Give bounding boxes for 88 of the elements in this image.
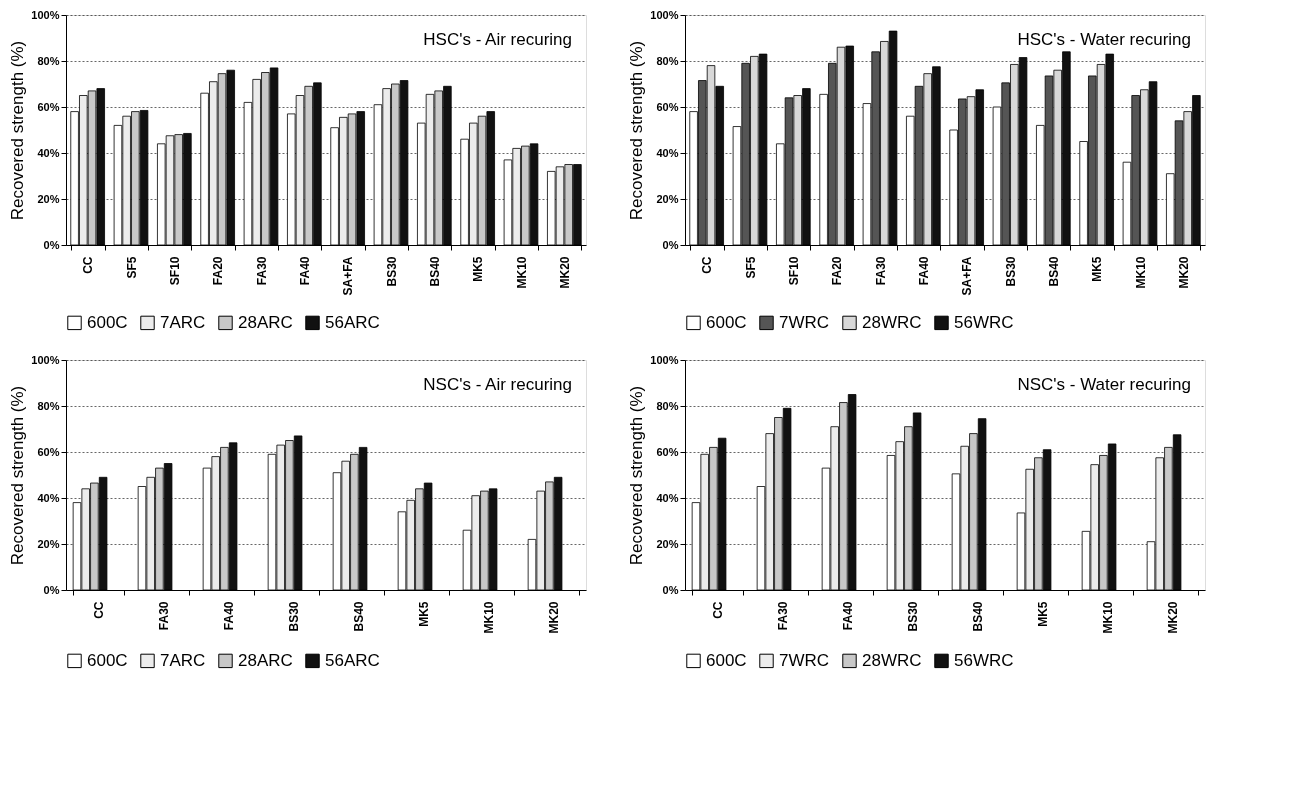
y-axis-title: Recovered strength (%) bbox=[8, 40, 28, 221]
x-tick-label: MK20 bbox=[557, 256, 572, 289]
x-tick-label: CC bbox=[81, 256, 96, 274]
y-tick-label: 80% bbox=[37, 54, 60, 67]
text: HSC's - Water recuring bbox=[1017, 30, 1191, 49]
x-tick-label: MK10 bbox=[1133, 256, 1148, 289]
x-tick-label: MK20 bbox=[1176, 256, 1191, 289]
x-tick-label: CC bbox=[711, 601, 725, 619]
y-tick-label: 0% bbox=[43, 238, 60, 251]
legend-label: 7WRC bbox=[779, 650, 830, 670]
legend-label: 600C bbox=[706, 312, 747, 332]
y-axis-title: Recovered strength (%) bbox=[8, 385, 28, 566]
legend-label: 56ARC bbox=[325, 312, 380, 332]
x-tick-label: CC bbox=[700, 256, 715, 274]
y-axis-title: Recovered strength (%) bbox=[627, 40, 647, 221]
x-tick-label: SF5 bbox=[124, 256, 139, 279]
y-tick-label: 100% bbox=[650, 353, 679, 366]
x-tick-label: BS40 bbox=[971, 601, 985, 632]
y-tick-label: 0% bbox=[662, 238, 679, 251]
x-tick-label: FA30 bbox=[873, 256, 888, 286]
x-tick-label: MK10 bbox=[482, 601, 496, 634]
y-tick-label: 40% bbox=[656, 146, 679, 159]
text: HSC's - Air recuring bbox=[423, 30, 572, 49]
x-tick-label: FA40 bbox=[841, 601, 855, 631]
legend-label: 28ARC bbox=[238, 312, 293, 332]
x-tick-label: MK5 bbox=[1090, 256, 1105, 282]
x-tick-label: MK5 bbox=[1036, 601, 1050, 627]
y-tick-label: 20% bbox=[37, 537, 60, 550]
y-tick-label: 80% bbox=[656, 54, 679, 67]
y-tick-label: 100% bbox=[650, 8, 679, 21]
y-tick-label: 40% bbox=[37, 146, 60, 159]
x-tick-label: SA+FA bbox=[341, 256, 356, 296]
x-tick-label: FA30 bbox=[254, 256, 269, 286]
y-tick-label: 20% bbox=[656, 537, 679, 550]
y-tick-label: 80% bbox=[37, 399, 60, 412]
x-tick-label: FA20 bbox=[830, 256, 845, 286]
x-tick-label: MK5 bbox=[471, 256, 486, 282]
x-tick-label: BS30 bbox=[1003, 256, 1018, 287]
x-tick-label: FA40 bbox=[916, 256, 931, 286]
text: NSC's - Air recuring bbox=[423, 375, 572, 394]
legend-label: 600C bbox=[706, 650, 747, 670]
y-tick-label: 20% bbox=[656, 192, 679, 205]
x-tick-label: FA30 bbox=[157, 601, 171, 631]
y-tick-label: 60% bbox=[656, 100, 679, 113]
x-tick-label: BS30 bbox=[287, 601, 301, 632]
legend-label: 56WRC bbox=[954, 650, 1014, 670]
y-tick-label: 100% bbox=[31, 8, 60, 21]
x-tick-label: MK20 bbox=[1166, 601, 1180, 634]
x-tick-label: BS30 bbox=[384, 256, 399, 287]
y-tick-label: 0% bbox=[43, 583, 60, 596]
x-tick-label: CC bbox=[92, 601, 106, 619]
x-tick-label: FA20 bbox=[211, 256, 226, 286]
x-tick-label: BS40 bbox=[352, 601, 366, 632]
text: NSC's - Water recuring bbox=[1017, 375, 1191, 394]
y-tick-label: 100% bbox=[31, 353, 60, 366]
y-axis-title: Recovered strength (%) bbox=[627, 385, 647, 566]
x-tick-label: FA40 bbox=[297, 256, 312, 286]
y-tick-label: 60% bbox=[37, 445, 60, 458]
x-tick-label: BS30 bbox=[906, 601, 920, 632]
y-tick-label: 60% bbox=[37, 100, 60, 113]
legend-label: 28ARC bbox=[238, 650, 293, 670]
x-tick-label: SA+FA bbox=[960, 256, 975, 296]
x-tick-label: SF5 bbox=[743, 256, 758, 279]
legend-label: 28WRC bbox=[862, 312, 922, 332]
x-tick-label: FA40 bbox=[222, 601, 236, 631]
x-tick-label: BS40 bbox=[1046, 256, 1061, 287]
x-tick-label: BS40 bbox=[427, 256, 442, 287]
x-tick-label: MK20 bbox=[547, 601, 561, 634]
legend-label: 28WRC bbox=[862, 650, 922, 670]
y-tick-label: 80% bbox=[656, 399, 679, 412]
x-tick-label: MK10 bbox=[1101, 601, 1115, 634]
x-tick-label: SF10 bbox=[786, 256, 801, 286]
legend-label: 56ARC bbox=[325, 650, 380, 670]
x-tick-label: SF10 bbox=[167, 256, 182, 286]
legend-label: 600C bbox=[87, 650, 128, 670]
x-tick-label: FA30 bbox=[776, 601, 790, 631]
y-tick-label: 60% bbox=[656, 445, 679, 458]
legend-label: 56WRC bbox=[954, 312, 1014, 332]
y-tick-label: 40% bbox=[37, 491, 60, 504]
x-tick-label: MK10 bbox=[514, 256, 529, 289]
legend-label: 7ARC bbox=[160, 650, 206, 670]
x-tick-label: MK5 bbox=[417, 601, 431, 627]
legend-label: 7ARC bbox=[160, 312, 206, 332]
legend-label: 600C bbox=[87, 312, 128, 332]
legend-label: 7WRC bbox=[779, 312, 830, 332]
y-tick-label: 20% bbox=[37, 192, 60, 205]
y-tick-label: 40% bbox=[656, 491, 679, 504]
y-tick-label: 0% bbox=[662, 583, 679, 596]
